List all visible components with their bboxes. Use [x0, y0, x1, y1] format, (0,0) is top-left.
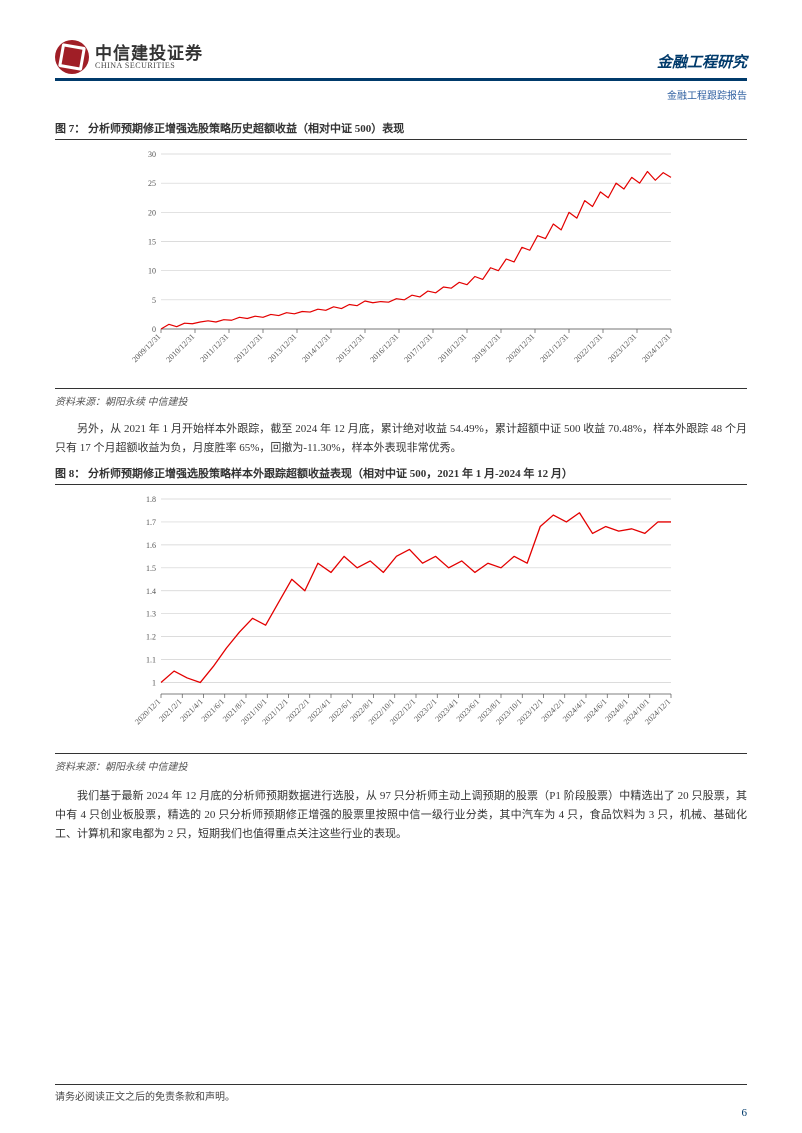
- paragraph-2: 我们基于最新 2024 年 12 月底的分析师预期数据进行选股，从 97 只分析…: [55, 787, 747, 845]
- svg-text:2020/12/1: 2020/12/1: [133, 697, 162, 726]
- svg-text:1.7: 1.7: [146, 517, 156, 526]
- svg-text:2013/12/31: 2013/12/31: [266, 332, 298, 364]
- figure-8-title: 图 8： 分析师预期修正增强选股策略样本外跟踪超额收益表现（相对中证 500，2…: [55, 465, 747, 485]
- svg-text:2016/12/31: 2016/12/31: [368, 332, 400, 364]
- brand-name-cn: 中信建投证券: [95, 45, 203, 62]
- logo-block: 中信建投证券 CHINA SECURITIES: [55, 40, 203, 74]
- figure-7-caption: 分析师预期修正增强选股策略历史超额收益（相对中证 500）表现: [88, 123, 404, 135]
- footer-disclaimer: 请务必阅读正文之后的免责条款和声明。: [55, 1088, 235, 1103]
- figure-8-caption: 分析师预期修正增强选股策略样本外跟踪超额收益表现（相对中证 500，2021 年…: [88, 468, 573, 480]
- svg-text:20: 20: [148, 208, 156, 217]
- svg-text:1.5: 1.5: [146, 563, 156, 572]
- svg-text:2011/12/31: 2011/12/31: [198, 332, 230, 364]
- svg-text:1: 1: [152, 678, 156, 687]
- svg-text:2023/12/31: 2023/12/31: [606, 332, 638, 364]
- svg-text:2020/12/31: 2020/12/31: [504, 332, 536, 364]
- svg-text:30: 30: [148, 150, 156, 159]
- paragraph-1: 另外，从 2021 年 1 月开始样本外跟踪，截至 2024 年 12 月底，累…: [55, 420, 747, 459]
- svg-text:1.3: 1.3: [146, 609, 156, 618]
- svg-text:2012/12/31: 2012/12/31: [232, 332, 264, 364]
- figure-8-chart: 11.11.21.31.41.51.61.71.82020/12/12021/2…: [55, 489, 747, 749]
- figure-7-source: 资料来源：朝阳永续 中信建投: [55, 388, 747, 408]
- svg-text:15: 15: [148, 238, 156, 247]
- page-header: 中信建投证券 CHINA SECURITIES 金融工程研究: [55, 40, 747, 81]
- figure-7-title: 图 7： 分析师预期修正增强选股策略历史超额收益（相对中证 500）表现: [55, 120, 747, 140]
- footer-rule: [55, 1084, 747, 1085]
- svg-text:2009/12/31: 2009/12/31: [130, 332, 162, 364]
- svg-text:1.2: 1.2: [146, 632, 156, 641]
- svg-text:1.8: 1.8: [146, 495, 156, 504]
- page-number: 6: [742, 1107, 748, 1119]
- figure-7-label: 图 7：: [55, 123, 85, 135]
- figure-7-chart: 0510152025302009/12/312010/12/312011/12/…: [55, 144, 747, 384]
- svg-text:10: 10: [148, 267, 156, 276]
- svg-text:2021/12/31: 2021/12/31: [538, 332, 570, 364]
- svg-text:2010/12/31: 2010/12/31: [164, 332, 196, 364]
- svg-text:2019/12/31: 2019/12/31: [470, 332, 502, 364]
- svg-text:25: 25: [148, 179, 156, 188]
- svg-text:1.6: 1.6: [146, 540, 156, 549]
- figure-8-label: 图 8：: [55, 468, 85, 480]
- svg-text:1.4: 1.4: [146, 586, 156, 595]
- svg-text:2024/12/31: 2024/12/31: [640, 332, 672, 364]
- svg-text:1.1: 1.1: [146, 655, 156, 664]
- report-category: 金融工程研究: [657, 51, 747, 74]
- brand-name-en: CHINA SECURITIES: [95, 62, 203, 70]
- svg-text:5: 5: [152, 296, 156, 305]
- svg-text:2018/12/31: 2018/12/31: [436, 332, 468, 364]
- brand-logo-icon: [55, 40, 89, 74]
- svg-text:2022/12/31: 2022/12/31: [572, 332, 604, 364]
- svg-text:2015/12/31: 2015/12/31: [334, 332, 366, 364]
- svg-text:2014/12/31: 2014/12/31: [300, 332, 332, 364]
- svg-text:2017/12/31: 2017/12/31: [402, 332, 434, 364]
- report-subcategory: 金融工程跟踪报告: [55, 87, 747, 102]
- figure-8-source: 资料来源：朝阳永续 中信建投: [55, 753, 747, 773]
